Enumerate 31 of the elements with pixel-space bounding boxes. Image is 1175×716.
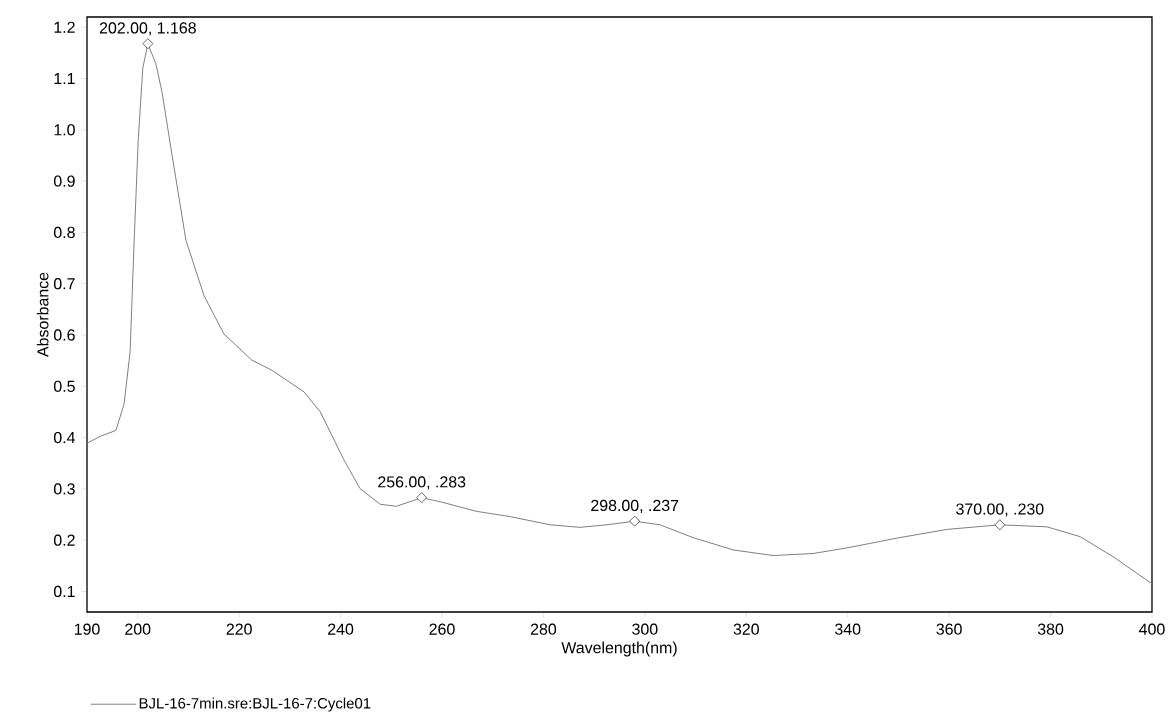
- y-tick-label: 0.6: [53, 329, 75, 341]
- x-tick-label: 400: [1139, 623, 1165, 635]
- y-tick-label: 1.0: [54, 124, 75, 136]
- legend-label: BJL-16-7min.sre:BJL-16-7:Cycle01: [139, 697, 371, 712]
- x-tick-label: 340: [835, 623, 861, 635]
- x-tick-label: 380: [1037, 623, 1064, 635]
- x-tick-label: 240: [328, 623, 354, 635]
- x-tick-label: 220: [226, 623, 252, 635]
- x-tick-label: 320: [733, 623, 759, 635]
- x-tick-label: 300: [632, 623, 658, 635]
- x-axis-title: Wavelength(nm): [561, 641, 677, 657]
- y-tick-label: 0.1: [53, 585, 75, 598]
- x-tick-label: 260: [429, 623, 455, 635]
- annotation: 256.00, .283: [378, 476, 466, 490]
- y-axis-title: Absorbance: [36, 272, 49, 357]
- annotation: 370.00, .230: [956, 503, 1044, 517]
- y-tick-label: 0.2: [53, 534, 75, 546]
- annotation: 202.00, 1.168: [99, 22, 196, 36]
- x-tick-label: 190: [74, 623, 100, 635]
- x-tick-label: 280: [530, 623, 557, 635]
- y-tick-label: 0.7: [53, 278, 75, 290]
- y-tick-label: 0.4: [53, 431, 76, 444]
- x-tick-label: 360: [936, 623, 962, 635]
- annotation: 298.00, .237: [591, 499, 679, 513]
- y-tick-label: 0.9: [53, 175, 75, 187]
- y-tick-label: 1.2: [54, 21, 75, 33]
- x-tick-label: 200: [125, 623, 151, 635]
- y-tick-label: 0.8: [53, 226, 75, 239]
- y-tick-label: 0.5: [53, 380, 75, 392]
- y-tick-label: 1.1: [54, 73, 75, 85]
- y-tick-label: 0.3: [53, 483, 75, 495]
